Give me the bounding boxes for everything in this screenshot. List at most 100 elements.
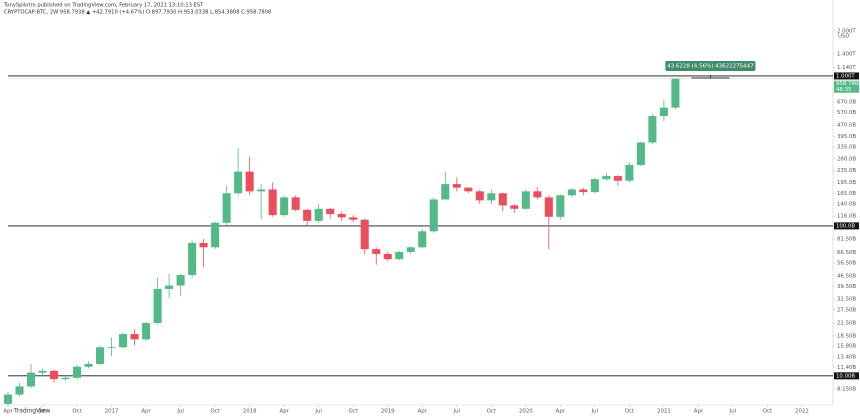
candle-body (590, 179, 599, 193)
y-tick-label: 8.150B (837, 387, 856, 393)
y-tick-label: 66.50B (837, 250, 856, 256)
x-tick-label: Apr (694, 409, 704, 415)
y-tick-label: 56.50B (837, 261, 856, 267)
y-tick-label: 195.0B (837, 180, 856, 186)
candle-body (521, 191, 530, 209)
candle-body (96, 347, 105, 364)
candle-body (475, 191, 484, 201)
x-tick-label: 2021 (657, 409, 671, 415)
y-tick-label: 280.0B (837, 156, 856, 162)
y-tick-label: 2.000T (837, 28, 856, 34)
level-label: 100.0B (836, 223, 855, 229)
candle-body (303, 209, 312, 221)
candle-body (257, 189, 266, 192)
x-tick-label: Oct (763, 409, 772, 415)
candle-body (441, 184, 450, 200)
candle-body (498, 193, 507, 206)
x-tick-label: Jul (38, 409, 46, 415)
candle-body (360, 219, 369, 250)
candle-body (556, 195, 565, 217)
x-tick-label: Jul (729, 409, 737, 415)
candle-body (165, 285, 174, 289)
x-tick-label: Oct (349, 409, 358, 415)
y-tick-label: 15.80B (837, 344, 856, 350)
candle-body (602, 176, 611, 180)
candle-body (84, 363, 93, 367)
y-tick-label: 116.0B (837, 214, 856, 220)
x-tick-label: Apr (3, 409, 13, 415)
candle-body (510, 205, 519, 209)
level-label: 1.000T (836, 73, 855, 79)
x-tick-label: 2019 (381, 409, 395, 415)
footer: TradingView (13, 408, 50, 415)
candle-body (326, 208, 335, 215)
y-tick-label: 18.50B (837, 333, 856, 339)
y-tick-label: 27.50B (837, 307, 856, 313)
candle-body (107, 347, 116, 349)
candle-body (26, 372, 36, 387)
y-tick-label: 13.40B (837, 354, 856, 360)
measure-box (665, 60, 756, 71)
x-tick-label: Oct (487, 409, 496, 415)
x-tick-label: 2020 (519, 409, 533, 415)
x-tick-label: Jul (314, 409, 322, 415)
x-tick-label: Jul (591, 409, 599, 415)
candle-body (176, 275, 185, 286)
candle-body (464, 187, 473, 192)
symbol-info: CRYPTOCAP:BTC, 2W 958.7938 ▲ +42.7910 (+… (4, 10, 271, 16)
candle-body (648, 116, 657, 143)
candle-body (487, 193, 496, 201)
candle-body (314, 208, 323, 221)
y-tick-label: 470.0B (837, 123, 856, 129)
candle-body (418, 231, 427, 248)
candle-body (567, 189, 576, 196)
publisher: TonySpilotro published on TradingView.co… (3, 3, 204, 9)
x-tick-label: Oct (210, 409, 219, 415)
x-tick-label: Oct (72, 409, 81, 415)
y-tick-label: 140.0B (837, 201, 856, 207)
level-box (834, 72, 859, 80)
candle-body (671, 78, 680, 108)
x-tick-label: Jul (453, 409, 461, 415)
candle-body (533, 191, 542, 198)
level-box (834, 372, 859, 380)
y-tick-label: 165.0B (837, 191, 856, 197)
y-tick-label: 1.140T (837, 65, 856, 71)
x-tick-label: Apr (418, 409, 428, 415)
x-tick-label: Apr (556, 409, 566, 415)
candle-body (73, 366, 82, 378)
x-tick-label: 2018 (243, 409, 257, 415)
candle-body (349, 217, 358, 220)
candle-body (337, 214, 346, 218)
y-tick-label: 335.0B (837, 145, 856, 151)
candle-body (61, 377, 70, 380)
measure-label: 43.6228 (4.56%) 43622275447 (667, 63, 754, 69)
y-tick-label: 1.400T (837, 52, 856, 58)
candle-body (429, 199, 438, 232)
candle-body (142, 323, 151, 340)
level-label: 10.00B (836, 373, 855, 379)
candle-body (38, 370, 47, 373)
candle-body (372, 249, 381, 254)
x-tick-label: Apr (280, 409, 290, 415)
candle-body (234, 171, 243, 194)
candle-body (199, 242, 208, 248)
candle-body (280, 197, 289, 216)
y-tick-label: 395.0B (837, 134, 856, 140)
candle-body (659, 107, 668, 117)
y-tick-label: 32.50B (837, 297, 856, 303)
price-label: 958.7808 (836, 81, 860, 87)
candle-body (188, 242, 197, 276)
y-tick-label: 670.0B (837, 100, 856, 106)
candle-body (383, 253, 392, 260)
candle-body (625, 164, 634, 181)
candle-body (613, 176, 622, 181)
candle-body (452, 184, 461, 188)
candle-body (406, 247, 415, 252)
y-tick-label: 81.50B (837, 237, 856, 243)
x-tick-label: Apr (141, 409, 151, 415)
candle-body (268, 189, 277, 216)
y-tick-label: 22.50B (837, 321, 856, 327)
candle-body (222, 193, 231, 223)
